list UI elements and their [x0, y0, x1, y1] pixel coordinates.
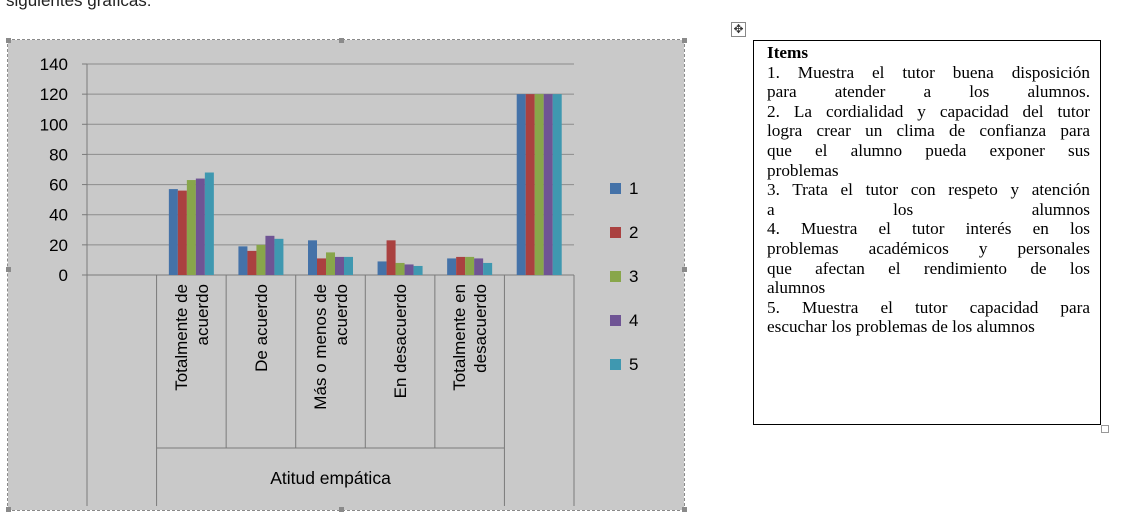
move-icon[interactable]: ✥ — [731, 22, 746, 37]
bar — [238, 246, 248, 275]
bar — [177, 190, 187, 275]
item-line: 2. La cordialidad y capacidad del tutor — [767, 101, 1090, 121]
group-label: Atitud empática — [270, 468, 391, 488]
category-label: desacuerdo — [471, 284, 490, 373]
bar — [274, 238, 284, 275]
y-tick-label: 0 — [59, 266, 68, 285]
bar — [552, 94, 562, 275]
category-label-group: Más o menos de acuerdo — [311, 284, 351, 410]
item-line: para atender a los alumnos. — [767, 82, 1090, 102]
bar — [386, 240, 396, 275]
item-line: alumnos — [767, 278, 826, 298]
legend-swatch — [610, 183, 621, 194]
bar — [456, 256, 466, 275]
bar — [247, 250, 257, 275]
item-line: que afectan el rendimiento de los — [767, 258, 1090, 278]
selection-handle[interactable] — [6, 267, 11, 272]
bar — [534, 94, 544, 275]
category-label-group: Totalmente de acuerdo — [172, 284, 212, 391]
y-tick-label: 120 — [40, 85, 68, 104]
y-tick-label: 60 — [49, 176, 68, 195]
item-line: 5. Muestra el tutor capacidad para — [767, 297, 1090, 317]
selection-handle[interactable] — [339, 507, 344, 512]
bar — [377, 261, 387, 275]
selection-handle[interactable] — [6, 507, 11, 512]
bar — [204, 172, 214, 275]
bar — [308, 240, 317, 275]
selection-handle[interactable] — [682, 267, 687, 272]
y-tick-label: 40 — [49, 206, 68, 225]
chart-frame[interactable]: 0 20 40 60 80 100 120 140 Totalmente de acuerdo De… — [6, 38, 687, 512]
item-line: que el alumno pueda exponer sus — [767, 140, 1090, 160]
document-text-fragment: siguientes gráficas: — [6, 0, 152, 10]
category-label: acuerdo — [193, 284, 212, 345]
category-label: De acuerdo — [252, 284, 271, 372]
y-tick-label: 140 — [40, 55, 68, 74]
legend-swatch — [610, 227, 621, 238]
item-line: problemas — [767, 160, 839, 180]
selection-handle[interactable] — [682, 507, 687, 512]
item-line: logra crear un clima de confianza para — [767, 121, 1090, 141]
legend-label: 5 — [629, 355, 638, 374]
bar — [516, 94, 526, 275]
bar — [483, 262, 493, 275]
category-label: Totalmente en — [450, 284, 469, 391]
bar — [168, 189, 178, 275]
legend-swatch — [610, 359, 621, 370]
category-label: Más o menos de — [311, 284, 330, 410]
bar — [265, 235, 275, 275]
selection-handle[interactable] — [6, 38, 11, 43]
category-label-group: Totalmente en desacuerdo — [450, 284, 490, 391]
legend-label: 1 — [629, 179, 638, 198]
bar — [413, 265, 423, 275]
bar — [256, 244, 266, 275]
legend-swatch — [610, 315, 621, 326]
item-line: 3. Trata el tutor con respeto y atención — [767, 180, 1090, 200]
bar — [335, 256, 344, 275]
category-label: Totalmente de — [172, 284, 191, 391]
item-line: 4. Muestra el tutor interés en los — [767, 219, 1090, 239]
item-line: escuchar los problemas de los alumnos — [767, 317, 1035, 337]
bar — [395, 262, 405, 275]
bar — [474, 258, 484, 275]
y-tick-label: 80 — [49, 145, 68, 164]
legend-label: 3 — [629, 267, 638, 286]
bar — [344, 256, 353, 275]
selection-handle[interactable] — [682, 38, 687, 43]
legend-label: 2 — [629, 223, 638, 242]
bar — [447, 258, 457, 275]
legend-label: 4 — [629, 311, 638, 330]
category-label: En desacuerdo — [391, 284, 410, 398]
bar — [543, 94, 553, 275]
selection-handle[interactable] — [339, 38, 344, 43]
bar — [186, 180, 196, 275]
bar — [326, 252, 335, 275]
item-line: a los alumnos — [767, 199, 1090, 219]
legend-swatch — [610, 271, 621, 282]
bar — [317, 258, 326, 275]
bar — [465, 256, 475, 275]
bar — [404, 264, 414, 275]
resize-icon[interactable] — [1101, 425, 1109, 433]
category-label: acuerdo — [332, 284, 351, 345]
item-line: problemas académicos y personales — [767, 238, 1090, 258]
items-table: Items 1. Muestra el tutor buena disposic… — [753, 40, 1101, 425]
items-title: Items — [767, 43, 809, 62]
bar — [525, 94, 535, 275]
category-label-group: En desacuerdo — [391, 284, 410, 398]
y-tick-label: 100 — [40, 115, 68, 134]
bar — [195, 178, 205, 275]
category-label-group: De acuerdo — [252, 284, 271, 372]
item-line: 1. Muestra el tutor buena disposición — [767, 62, 1090, 82]
y-tick-label: 20 — [49, 236, 68, 255]
